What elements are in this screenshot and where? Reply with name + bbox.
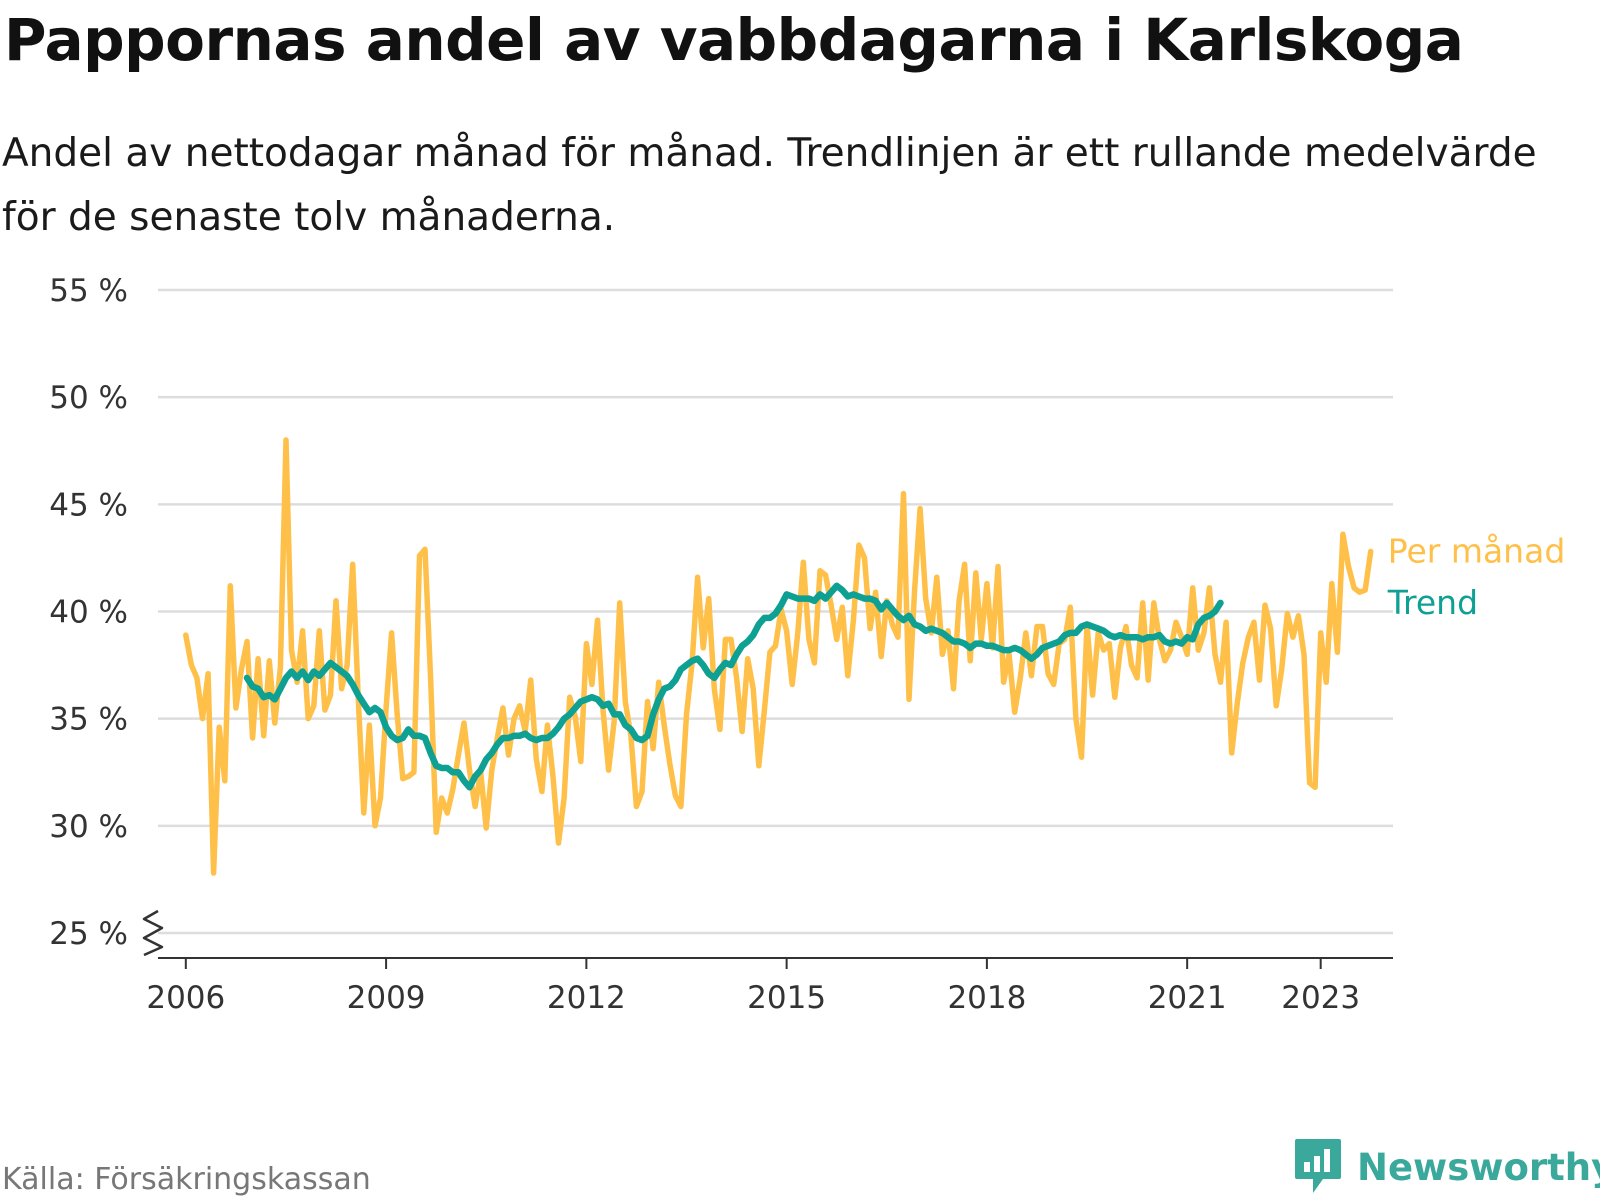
- brand-logo: Newsworthy: [1293, 1139, 1600, 1195]
- series-line-per-manad: [183, 437, 1374, 876]
- newsworthy-logo-icon: [1295, 1139, 1341, 1193]
- y-tick-label: 25 %: [49, 916, 128, 952]
- y-tick-label: 30 %: [49, 809, 128, 845]
- series-label-per-manad: Per månad: [1388, 531, 1566, 570]
- y-tick-label: 45 %: [49, 487, 128, 523]
- series-labels: Per månad Trend: [1387, 531, 1566, 621]
- series-lines: [183, 437, 1374, 876]
- source-note: Källa: Försäkringskassan: [2, 1162, 371, 1197]
- series-label-trend: Trend: [1387, 583, 1478, 622]
- y-tick-label: 55 %: [49, 273, 128, 309]
- y-tick-label: 35 %: [49, 702, 128, 738]
- x-axis: [142, 909, 1393, 959]
- y-tick-label: 40 %: [49, 595, 128, 631]
- y-axis-ticks: 25 % 30 % 35 % 40 % 45 % 50 % 55 %: [49, 273, 128, 952]
- chart-title: Pappornas andel av vabbdagarna i Karlsko…: [4, 6, 1464, 74]
- x-tick-label: 2018: [947, 980, 1026, 1016]
- x-tick-label: 2021: [1148, 980, 1227, 1016]
- x-axis-ticks: 2006 2009 2012 2015 2018 2021 2023: [146, 958, 1360, 1016]
- x-tick-label: 2012: [547, 980, 626, 1016]
- brand-name: Newsworthy: [1357, 1145, 1600, 1189]
- x-tick-label: 2015: [747, 980, 826, 1016]
- x-tick-label: 2009: [347, 980, 426, 1016]
- y-axis-break-icon: [142, 909, 164, 957]
- series-line-trend: [243, 582, 1224, 791]
- x-tick-label: 2006: [146, 980, 225, 1016]
- y-tick-label: 50 %: [49, 380, 128, 416]
- x-tick-label: 2023: [1281, 980, 1360, 1016]
- chart-subtitle: Andel av nettodagar månad för månad. Tre…: [2, 131, 1537, 240]
